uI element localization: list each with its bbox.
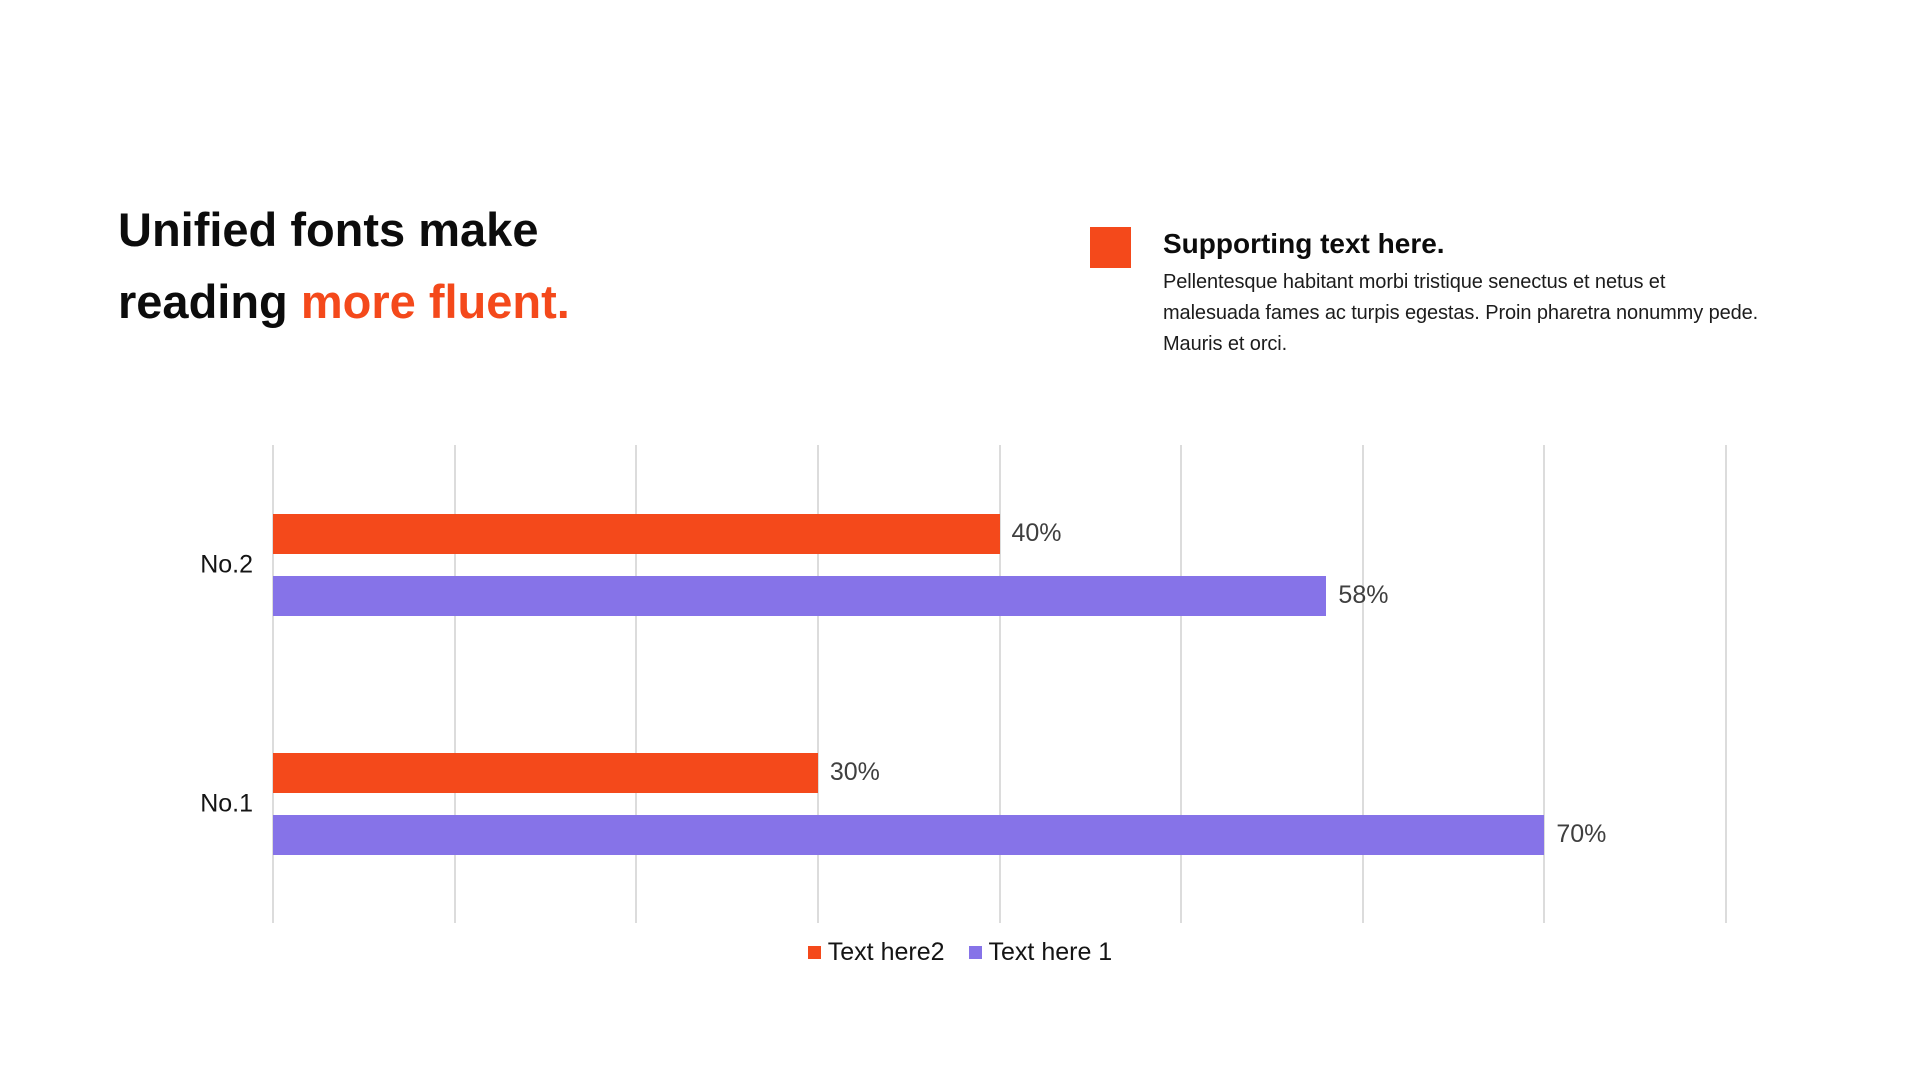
chart-category-band: No.2 40% 58% — [200, 445, 1726, 684]
supporting-text-block: Supporting text here. Pellentesque habit… — [1090, 227, 1763, 360]
supporting-text: Supporting text here. Pellentesque habit… — [1163, 227, 1763, 360]
bar-series-1 — [273, 752, 818, 793]
bar-chart-plot: No.2 40% 58% No.1 30% 70% — [200, 445, 1727, 923]
gridline — [635, 445, 638, 923]
chart-legend: Text here2 Text here 1 — [0, 938, 1920, 967]
category-label: No.1 — [200, 789, 253, 817]
gridline — [1725, 445, 1727, 923]
gridline — [998, 445, 1001, 923]
bar-row: 30% — [273, 752, 1726, 793]
gridline — [1180, 445, 1183, 923]
bar-series-2 — [273, 814, 1545, 855]
legend-swatch — [968, 946, 982, 959]
bar-row: 40% — [273, 513, 1726, 554]
gridline — [453, 445, 456, 923]
gridline — [272, 445, 274, 923]
bar-series-2 — [273, 575, 1327, 616]
category-label: No.2 — [200, 550, 253, 578]
gridline — [1361, 445, 1364, 923]
slide-title-line1: Unified fonts make — [118, 203, 539, 256]
legend-label: Text here2 — [827, 938, 945, 966]
bar-row: 58% — [273, 575, 1726, 616]
legend-item: Text here2 — [807, 938, 945, 967]
legend-swatch — [807, 946, 821, 959]
bar-value-label: 40% — [1011, 519, 1062, 547]
gridline — [1543, 445, 1546, 923]
bar-series-1 — [273, 513, 1000, 554]
slide-title-accent: more fluent. — [300, 275, 570, 328]
chart-category-band: No.1 30% 70% — [200, 684, 1726, 923]
bar-value-label: 70% — [1556, 820, 1607, 848]
gridline — [816, 445, 819, 923]
bar-value-label: 58% — [1338, 581, 1389, 609]
bar-value-label: 30% — [829, 758, 880, 786]
legend-item: Text here 1 — [968, 938, 1113, 967]
accent-square — [1090, 227, 1131, 268]
supporting-body: Pellentesque habitant morbi tristique se… — [1163, 271, 1759, 355]
bar-row: 70% — [273, 814, 1726, 855]
slide-title: Unified fonts make reading more fluent. — [118, 194, 570, 338]
slide-title-line2-prefix: reading — [118, 275, 301, 328]
supporting-heading: Supporting text here. — [1163, 228, 1445, 259]
legend-label: Text here 1 — [988, 938, 1113, 966]
